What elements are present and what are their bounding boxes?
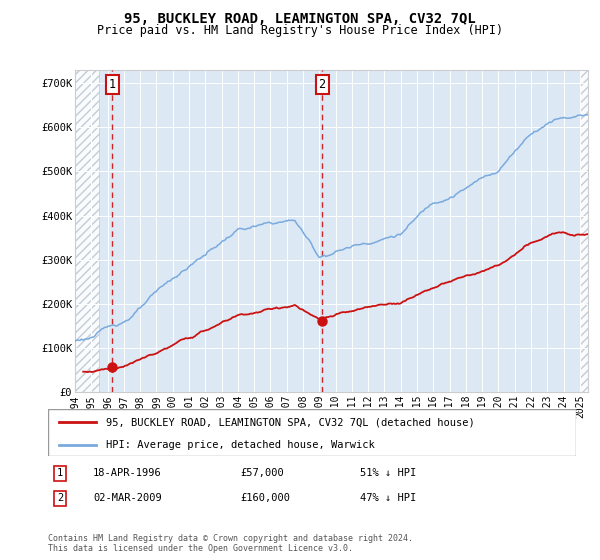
Text: 2: 2	[319, 78, 326, 91]
Bar	[75, 70, 100, 392]
Text: £57,000: £57,000	[240, 468, 284, 478]
Text: 1: 1	[57, 468, 63, 478]
FancyBboxPatch shape	[48, 409, 576, 456]
Text: £160,000: £160,000	[240, 493, 290, 503]
Text: 1: 1	[109, 78, 116, 91]
Text: 47% ↓ HPI: 47% ↓ HPI	[360, 493, 416, 503]
Text: HPI: Average price, detached house, Warwick: HPI: Average price, detached house, Warw…	[106, 440, 375, 450]
Text: Contains HM Land Registry data © Crown copyright and database right 2024.
This d: Contains HM Land Registry data © Crown c…	[48, 534, 413, 553]
Text: 02-MAR-2009: 02-MAR-2009	[93, 493, 162, 503]
Text: Price paid vs. HM Land Registry's House Price Index (HPI): Price paid vs. HM Land Registry's House …	[97, 24, 503, 36]
Text: 95, BUCKLEY ROAD, LEAMINGTON SPA, CV32 7QL: 95, BUCKLEY ROAD, LEAMINGTON SPA, CV32 7…	[124, 12, 476, 26]
Text: 2: 2	[57, 493, 63, 503]
Text: 95, BUCKLEY ROAD, LEAMINGTON SPA, CV32 7QL (detached house): 95, BUCKLEY ROAD, LEAMINGTON SPA, CV32 7…	[106, 417, 475, 427]
Bar	[580, 70, 588, 392]
Text: 18-APR-1996: 18-APR-1996	[93, 468, 162, 478]
Text: 51% ↓ HPI: 51% ↓ HPI	[360, 468, 416, 478]
